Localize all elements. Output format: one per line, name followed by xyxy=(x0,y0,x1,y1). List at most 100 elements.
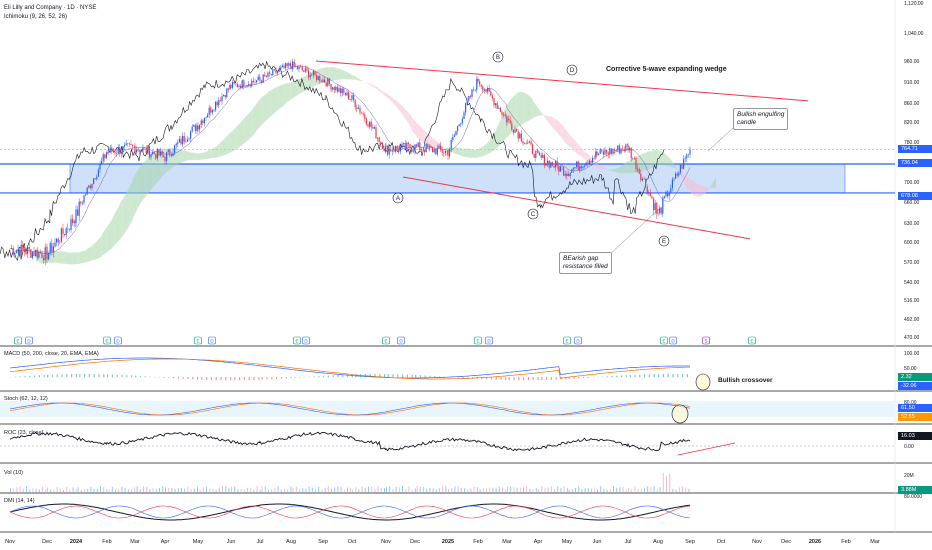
ichimoku-cloud-segment xyxy=(218,143,220,158)
candle-body xyxy=(210,107,212,113)
x-tick-label: Mar xyxy=(502,539,512,545)
volume-bar xyxy=(350,487,352,492)
y-tick-label: 910.00 xyxy=(904,80,920,86)
candle-body xyxy=(487,88,489,92)
candle-body xyxy=(654,203,656,211)
volume-bar xyxy=(19,486,21,492)
volume-bar xyxy=(159,487,160,492)
ichimoku-cloud-segment xyxy=(549,116,551,126)
candle-body xyxy=(461,118,463,124)
volume-bar xyxy=(563,486,565,492)
volume-bar xyxy=(560,488,562,492)
candle-body xyxy=(587,162,589,165)
ichimoku-cloud-segment xyxy=(292,81,294,99)
volume-bar xyxy=(519,487,521,492)
volume-bar xyxy=(47,487,48,492)
candle-body xyxy=(684,158,686,159)
candle-body xyxy=(349,99,351,100)
ichimoku-cloud-segment xyxy=(499,118,502,146)
y-tick-label: 516.00 xyxy=(904,298,920,304)
stoch-pane-label: Stoch (62, 12, 12) xyxy=(4,396,48,402)
candle-body xyxy=(563,167,565,176)
candle-body xyxy=(25,252,27,255)
candle-body xyxy=(441,149,443,153)
candle-body xyxy=(351,95,353,100)
ichimoku-cloud-segment xyxy=(615,168,617,173)
wave-circle-b xyxy=(492,51,504,63)
ichimoku-cloud-segment xyxy=(471,149,473,158)
volume-bar xyxy=(121,486,123,492)
event-marker xyxy=(114,336,122,345)
x-tick-label: Aug xyxy=(286,539,296,545)
ichimoku-cloud-segment xyxy=(186,151,189,161)
y-tick-label: 780.00 xyxy=(904,140,920,146)
candle-body xyxy=(194,124,196,131)
candle-body xyxy=(659,207,661,213)
ichimoku-cloud-segment xyxy=(233,128,236,151)
ichimoku-cloud-segment xyxy=(612,168,614,172)
wave-label-d: D xyxy=(570,68,575,74)
ichimoku-cloud-segment xyxy=(515,93,517,130)
ichimoku-cloud-segment xyxy=(60,251,62,264)
event-marker-label: E xyxy=(16,339,19,344)
macd-histogram-bar xyxy=(682,374,684,378)
candle-body xyxy=(676,173,678,176)
macd-histogram-bar xyxy=(144,376,146,378)
ichimoku-cloud-segment xyxy=(257,100,259,131)
candle-body xyxy=(556,161,558,166)
macd-histogram-bar xyxy=(261,377,263,380)
volume-bar xyxy=(358,489,360,492)
ichimoku-cloud-segment xyxy=(523,92,525,124)
volume-bar xyxy=(90,487,92,492)
candle-body xyxy=(601,149,603,152)
candle-body xyxy=(191,126,193,132)
candle-body xyxy=(645,179,647,188)
ichimoku-cloud-segment xyxy=(550,116,553,128)
ichimoku-cloud-segment xyxy=(248,112,250,141)
ichimoku-cloud-segment xyxy=(353,75,356,80)
volume-bar xyxy=(647,486,649,492)
volume-bar xyxy=(411,489,413,492)
ichimoku-cloud-segment xyxy=(68,252,70,265)
candle-body xyxy=(65,228,67,235)
ichimoku-cloud-segment xyxy=(240,121,242,147)
macd-histogram-bar xyxy=(621,375,623,378)
candle-body xyxy=(269,72,271,74)
candle-body xyxy=(610,148,612,154)
candle-body xyxy=(362,113,364,115)
candle-body xyxy=(617,145,619,151)
ichimoku-cloud-segment xyxy=(400,104,402,114)
candle-body xyxy=(343,88,345,93)
volume-bar xyxy=(682,486,683,492)
ichimoku-cloud-segment xyxy=(132,178,133,221)
ichimoku-cloud-segment xyxy=(692,180,694,196)
macd-histogram-bar xyxy=(424,375,426,378)
volume-bar xyxy=(419,486,421,492)
candle-body xyxy=(409,144,411,149)
macd-histogram-bar xyxy=(220,377,222,381)
event-marker xyxy=(485,336,493,345)
ichimoku-cloud-segment xyxy=(490,137,492,154)
ichimoku-cloud-segment xyxy=(605,168,608,170)
candle-body xyxy=(169,149,171,155)
candle-body xyxy=(35,249,37,257)
ichimoku-cloud-segment xyxy=(685,175,688,189)
y-tick-label: 700.00 xyxy=(904,180,920,186)
ichimoku-cloud-segment xyxy=(533,101,535,118)
candle-body xyxy=(491,95,493,99)
event-marker xyxy=(702,336,710,345)
volume-bar xyxy=(197,486,198,492)
macd-histogram-bar xyxy=(495,377,497,380)
candle-body xyxy=(356,107,358,109)
ichimoku-cloud-segment xyxy=(153,150,156,187)
candle-body xyxy=(671,179,673,189)
candle-body xyxy=(436,148,438,155)
ichimoku-cloud-segment xyxy=(373,84,375,88)
volume-bar xyxy=(606,489,608,492)
ichimoku-cloud-segment xyxy=(584,151,587,161)
volume-bar xyxy=(377,486,379,492)
macd-histogram-bar xyxy=(402,374,404,378)
ichimoku-cloud-segment xyxy=(261,95,264,125)
candle-body xyxy=(155,154,157,159)
volume-bar xyxy=(253,489,255,492)
